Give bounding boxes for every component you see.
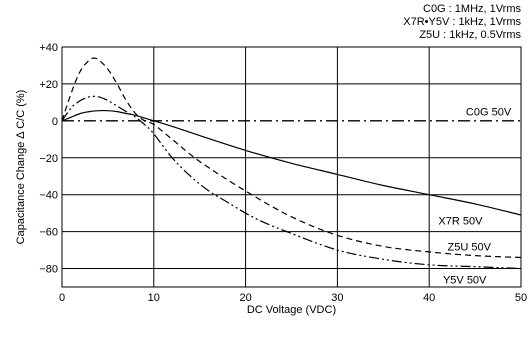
- tick-labels: 0 10 20 30 40 50 +40 +20 0 −20 −40 −60 −80: [39, 42, 527, 304]
- y-tick-label: −40: [39, 190, 58, 202]
- y-tick-label: −20: [39, 153, 58, 165]
- x-tick-label: 10: [148, 292, 160, 304]
- test-condition-x7r-y5v: X7R•Y5V : 1kHz, 1Vrms: [403, 16, 521, 28]
- x-tick-label: 40: [423, 292, 435, 304]
- y-tick-label: 0: [52, 116, 58, 128]
- series-line-z5u-50v: [61, 57, 522, 259]
- series-line-y5v-50v: [61, 95, 522, 270]
- y-axis-label: Capacitance Change ∆ C/C (%): [15, 90, 27, 245]
- y-tick-label: +20: [39, 79, 58, 91]
- x-tick-label: 20: [239, 292, 251, 304]
- series-label-z5u-50v: Z5U 50V: [448, 241, 492, 253]
- y-tick-label: −80: [39, 264, 58, 276]
- plot-frame: [61, 46, 522, 288]
- series-label-x7r-50v: X7R 50V: [438, 216, 483, 228]
- series-label-y5v-50v: Y5V 50V: [443, 275, 487, 287]
- series-label-c0g-50v: C0G 50V: [466, 107, 512, 119]
- x-axis-label: DC Voltage (VDC): [247, 304, 336, 316]
- series-line-x7r-50v: [61, 109, 522, 216]
- series-group: [61, 57, 522, 270]
- x-tick-label: 50: [515, 292, 527, 304]
- x-tick-label: 30: [331, 292, 343, 304]
- x-tick-label: 0: [59, 292, 65, 304]
- test-condition-c0g: C0G : 1MHz, 1Vrms: [423, 3, 521, 15]
- test-condition-z5u: Z5U : 1kHz, 0.5Vrms: [419, 29, 521, 41]
- y-tick-label: −60: [39, 227, 58, 239]
- series-labels: C0G 50V X7R 50V Y5V 50V Z5U 50V: [438, 107, 511, 287]
- y-tick-label: +40: [39, 42, 58, 54]
